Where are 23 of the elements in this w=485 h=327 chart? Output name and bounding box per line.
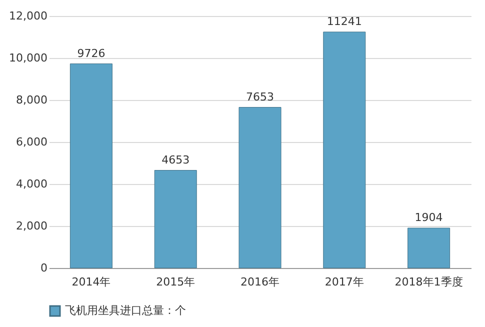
bar [70,64,112,268]
y-tick-label: 4,000 [16,178,48,190]
x-tick-label: 2015年 [156,276,196,288]
legend-label: 飞机用坐具进口总量：个 [65,304,186,317]
x-tick-label: 2018年1季度 [394,276,463,288]
x-tick-label: 2016年 [240,276,280,288]
y-tick-label: 0 [40,262,48,274]
y-tick-label: 6,000 [16,136,48,148]
data-label: 7653 [246,90,274,104]
data-label: 1904 [414,211,443,224]
bar [154,170,197,268]
data-label: 9726 [77,46,106,60]
bar [323,32,366,268]
y-tick-label: 8,000 [16,94,48,106]
data-label: 11241 [326,14,362,28]
bar [238,107,282,268]
y-tick-label: 12,000 [9,10,48,22]
bar [408,228,450,268]
y-tick-label: 2,000 [16,220,48,232]
data-label: 4653 [162,153,190,166]
x-tick-label: 2014年 [72,276,111,288]
x-tick-label: 2017年 [324,276,364,288]
y-tick-label: 10,000 [9,52,48,64]
